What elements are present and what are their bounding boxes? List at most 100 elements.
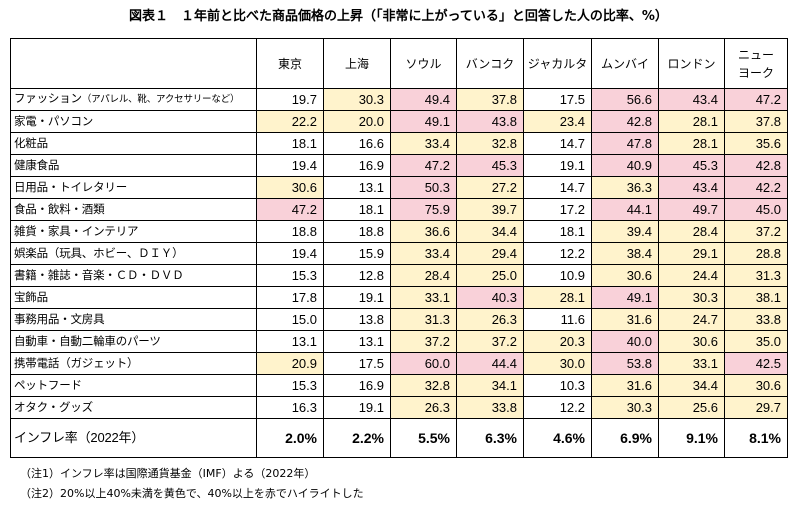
value-cell: 33.8 xyxy=(724,308,788,331)
page-title: 図表１ １年前と比べた商品価格の上昇（「非常に上がっている」と回答した人の比率、… xyxy=(129,9,668,24)
inflation-value: 9.1% xyxy=(658,418,725,458)
value-cell: 16.3 xyxy=(256,396,324,419)
value-cell: 44.1 xyxy=(591,198,659,221)
category-label: 日用品・トイレタリー xyxy=(10,176,257,199)
value-cell: 35.6 xyxy=(724,132,788,155)
value-cell: 47.2 xyxy=(256,198,324,221)
city-header: 上海 xyxy=(323,38,391,89)
footnote-2: （注2）20%以上40%未満を黄色で、40%以上を赤でハイライトした xyxy=(20,487,364,500)
category-name: 雑貨・家具・インテリア xyxy=(14,225,139,238)
value-cell: 42.2 xyxy=(724,176,788,199)
value-cell: 45.0 xyxy=(724,198,788,221)
value-cell: 18.1 xyxy=(256,132,324,155)
value-cell: 12.2 xyxy=(523,242,592,265)
value-cell: 30.3 xyxy=(658,286,725,309)
value-cell: 28.1 xyxy=(523,286,592,309)
value-cell: 32.8 xyxy=(390,374,457,397)
value-cell: 20.0 xyxy=(323,110,391,133)
value-cell: 34.4 xyxy=(658,374,725,397)
inflation-value: 2.2% xyxy=(323,418,391,458)
value-cell: 30.3 xyxy=(323,88,391,111)
inflation-value: 2.0% xyxy=(256,418,324,458)
value-cell: 17.8 xyxy=(256,286,324,309)
value-cell: 30.6 xyxy=(724,374,788,397)
table-row: 化粧品 18.1 16.6 33.4 32.8 14.7 47.8 28.1 35.6 xyxy=(10,132,788,155)
inflation-value: 6.3% xyxy=(456,418,524,458)
value-cell: 29.1 xyxy=(658,242,725,265)
value-cell: 37.2 xyxy=(724,220,788,243)
value-cell: 42.5 xyxy=(724,352,788,375)
value-cell: 15.3 xyxy=(256,374,324,397)
value-cell: 56.6 xyxy=(591,88,659,111)
table-row: オタク・グッズ 16.3 19.1 26.3 33.8 12.2 30.3 25.6 29.7 xyxy=(10,396,788,419)
value-cell: 37.2 xyxy=(456,330,524,353)
category-label: 娯楽品（玩具、ホビー、ＤＩＹ） xyxy=(10,242,257,265)
value-cell: 24.7 xyxy=(658,308,725,331)
value-cell: 20.3 xyxy=(523,330,592,353)
value-cell: 17.2 xyxy=(523,198,592,221)
value-cell: 28.4 xyxy=(658,220,725,243)
header-corner-cell xyxy=(10,38,257,89)
value-cell: 18.8 xyxy=(256,220,324,243)
category-label: 健康食品 xyxy=(10,154,257,177)
value-cell: 23.4 xyxy=(523,110,592,133)
value-cell: 10.3 xyxy=(523,374,592,397)
value-cell: 13.1 xyxy=(323,176,391,199)
value-cell: 49.1 xyxy=(591,286,659,309)
city-header: バンコク xyxy=(456,38,524,89)
table-row: 雑貨・家具・インテリア 18.8 18.8 36.6 34.4 18.1 39.4 28.4 3… xyxy=(10,220,788,243)
value-cell: 18.8 xyxy=(323,220,391,243)
value-cell: 30.3 xyxy=(591,396,659,419)
value-cell: 14.7 xyxy=(523,176,592,199)
category-name: 自動車・自動二輪車のパーツ xyxy=(14,335,161,348)
value-cell: 39.4 xyxy=(591,220,659,243)
footnote-1: （注1）インフレ率は国際通貨基金（IMF）よる（2022年） xyxy=(20,467,316,480)
value-cell: 33.1 xyxy=(658,352,725,375)
category-name: 化粧品 xyxy=(14,137,48,150)
value-cell: 26.3 xyxy=(456,308,524,331)
value-cell: 32.8 xyxy=(456,132,524,155)
value-cell: 75.9 xyxy=(390,198,457,221)
value-cell: 15.0 xyxy=(256,308,324,331)
value-cell: 35.0 xyxy=(724,330,788,353)
value-cell: 36.3 xyxy=(591,176,659,199)
category-name: 家電・パソコン xyxy=(14,115,94,128)
city-header: ロンドン xyxy=(658,38,725,89)
value-cell: 49.7 xyxy=(658,198,725,221)
category-label: ペットフード xyxy=(10,374,257,397)
value-cell: 13.8 xyxy=(323,308,391,331)
value-cell: 43.4 xyxy=(658,88,725,111)
value-cell: 30.6 xyxy=(256,176,324,199)
value-cell: 49.1 xyxy=(390,110,457,133)
value-cell: 31.6 xyxy=(591,374,659,397)
value-cell: 47.2 xyxy=(390,154,457,177)
category-name: 食品・飲料・酒類 xyxy=(14,203,105,216)
value-cell: 40.0 xyxy=(591,330,659,353)
category-label: 家電・パソコン xyxy=(10,110,257,133)
category-name: 事務用品・文房具 xyxy=(14,313,105,326)
inflation-value: 4.6% xyxy=(523,418,592,458)
value-cell: 34.4 xyxy=(456,220,524,243)
value-cell: 31.3 xyxy=(390,308,457,331)
value-cell: 16.6 xyxy=(323,132,391,155)
value-cell: 47.8 xyxy=(591,132,659,155)
category-name: 携帯電話（ガジェット） xyxy=(14,357,139,370)
table-row: 家電・パソコン 22.2 20.0 49.1 43.8 23.4 42.8 28.1 37.8 xyxy=(10,110,788,133)
value-cell: 36.6 xyxy=(390,220,457,243)
value-cell: 50.3 xyxy=(390,176,457,199)
inflation-value: 5.5% xyxy=(390,418,457,458)
category-label: 化粧品 xyxy=(10,132,257,155)
value-cell: 19.4 xyxy=(256,154,324,177)
city-header: ムンバイ xyxy=(591,38,659,89)
value-cell: 19.1 xyxy=(523,154,592,177)
table-row: 娯楽品（玩具、ホビー、ＤＩＹ） 19.4 15.9 33.4 29.4 12.2 38.4 2… xyxy=(10,242,788,265)
value-cell: 18.1 xyxy=(323,198,391,221)
value-cell: 33.8 xyxy=(456,396,524,419)
value-cell: 28.1 xyxy=(658,132,725,155)
value-cell: 38.1 xyxy=(724,286,788,309)
category-label: オタク・グッズ xyxy=(10,396,257,419)
value-cell: 37.8 xyxy=(456,88,524,111)
value-cell: 16.9 xyxy=(323,374,391,397)
city-header: 東京 xyxy=(256,38,324,89)
table-row: 食品・飲料・酒類 47.2 18.1 75.9 39.7 17.2 44.1 49.7 45.0 xyxy=(10,198,788,221)
